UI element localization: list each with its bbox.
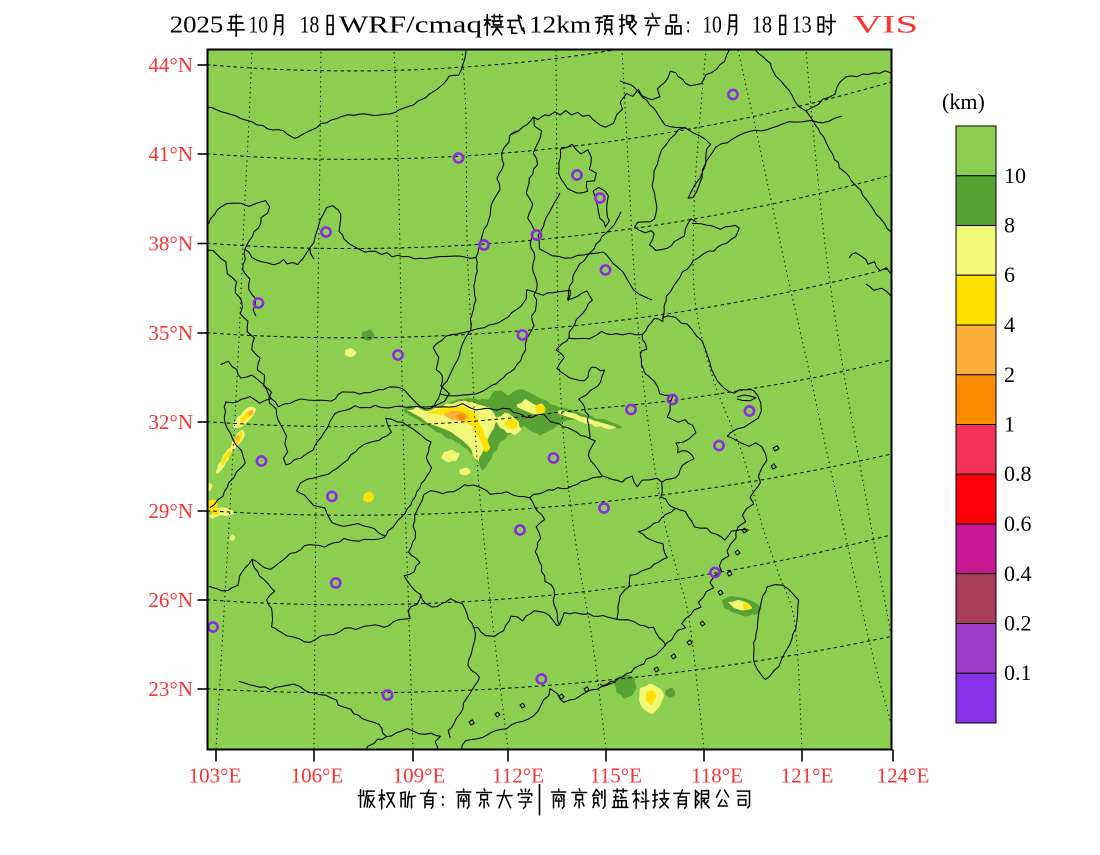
svg-text:103°E: 103°E (189, 764, 242, 788)
svg-text:44°N: 44°N (148, 53, 193, 77)
svg-text:41°N: 41°N (148, 142, 193, 166)
svg-text:WRF/cmaq: WRF/cmaq (339, 12, 482, 38)
svg-text:112°E: 112°E (492, 764, 544, 788)
svg-text:106°E: 106°E (291, 764, 344, 788)
svg-text:0.2: 0.2 (1004, 611, 1032, 636)
svg-text:1: 1 (1004, 412, 1015, 437)
svg-text:VIS: VIS (853, 11, 919, 38)
svg-text:8: 8 (1004, 213, 1015, 238)
svg-text:4: 4 (1004, 312, 1015, 337)
svg-text:26°N: 26°N (148, 588, 193, 612)
svg-text:0.4: 0.4 (1004, 561, 1032, 586)
svg-text:38°N: 38°N (148, 232, 193, 256)
svg-text:10: 10 (702, 12, 722, 38)
svg-text:32°N: 32°N (148, 410, 193, 434)
svg-text:(km): (km) (942, 89, 985, 114)
svg-text:13: 13 (792, 12, 812, 38)
svg-text:118°E: 118°E (691, 764, 743, 788)
svg-text:6: 6 (1004, 262, 1015, 287)
svg-text:18: 18 (300, 12, 320, 38)
svg-text:115°E: 115°E (590, 764, 642, 788)
svg-text:2: 2 (1004, 362, 1015, 387)
svg-text::: : (440, 786, 445, 811)
svg-text:23°N: 23°N (148, 677, 193, 701)
svg-text:35°N: 35°N (148, 321, 193, 345)
svg-text::: : (686, 12, 690, 38)
svg-text:0.1: 0.1 (1004, 660, 1032, 685)
svg-text:124°E: 124°E (877, 764, 930, 788)
svg-text:12km: 12km (529, 12, 592, 38)
svg-text:0.8: 0.8 (1004, 461, 1032, 486)
svg-text:10: 10 (1004, 163, 1026, 188)
svg-text:121°E: 121°E (781, 764, 834, 788)
svg-text:2025: 2025 (170, 12, 224, 38)
svg-text:18: 18 (752, 12, 772, 38)
svg-text:29°N: 29°N (148, 499, 193, 523)
svg-text:109°E: 109°E (393, 764, 446, 788)
svg-text:0.6: 0.6 (1004, 511, 1032, 536)
svg-text:10: 10 (248, 12, 268, 38)
